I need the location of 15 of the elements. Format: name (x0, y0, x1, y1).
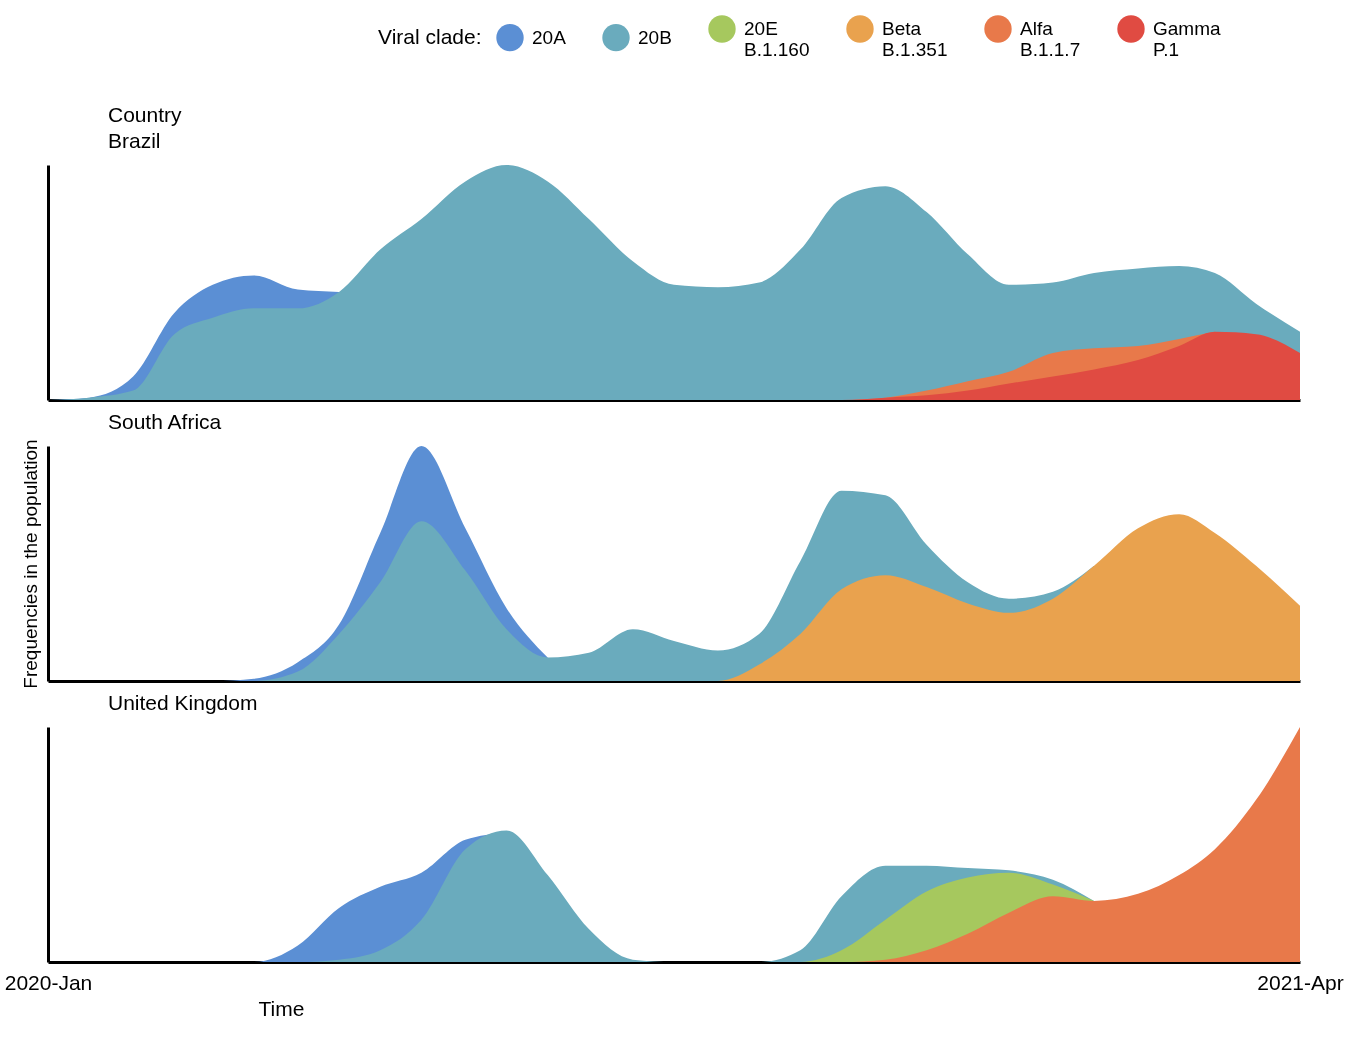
x-axis-title: Time (258, 996, 305, 1020)
chart-title: United Kingdom (108, 691, 258, 714)
chart-title: South Africa (108, 410, 222, 433)
legend-label: 20E B.1.160 (744, 18, 810, 60)
x-tick-label: 2020-Jan (4, 970, 93, 994)
text: Country (108, 103, 183, 126)
legend-label: Gamma P.1 (1153, 18, 1221, 60)
legend-label: Alfa B.1.1.7 (1020, 18, 1081, 60)
legend-label: 20A (532, 26, 567, 48)
chart-title: Brazil (108, 129, 161, 152)
legend-title: Viral clade: (378, 25, 482, 48)
legend-label: 20B (638, 26, 672, 48)
y-axis-title: Frequencies in the population (19, 439, 41, 689)
legend-label: Beta B.1.351 (882, 18, 948, 60)
x-tick-label: 2021-Apr (1257, 970, 1344, 994)
